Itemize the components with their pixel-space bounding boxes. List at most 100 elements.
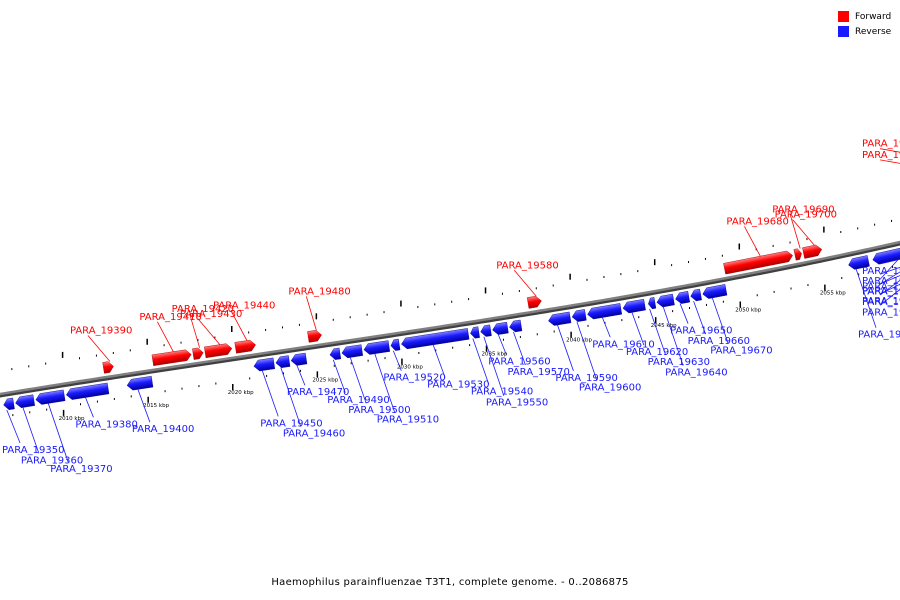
gene-para-19660 (690, 288, 702, 302)
gene-para-19500 (341, 344, 363, 359)
leader-line (85, 397, 94, 418)
backbone-line (0, 240, 900, 396)
gene-label: PARA_19410 (139, 312, 201, 323)
gene-para-19420 (192, 347, 204, 360)
gene-label: PARA_19580 (496, 260, 558, 271)
gene-arrow (290, 352, 308, 366)
gene-arrow (35, 389, 66, 405)
gene-arrow (470, 326, 480, 339)
gene-label: PARA_19650 (670, 326, 732, 337)
gene-para-19540 (470, 326, 480, 339)
gene-label: PARA_19640 (665, 368, 727, 379)
gene-arrow (3, 397, 15, 410)
gene-para-19480 (307, 330, 322, 343)
gene-para-19560 (492, 321, 509, 335)
gene-arrow (15, 394, 35, 408)
leader-line (305, 296, 317, 331)
gene-para-19450 (253, 357, 276, 372)
gene-label: PARA_19370 (50, 464, 112, 475)
gene-para-19620 (622, 298, 646, 314)
gene-label: PARA_19660 (688, 336, 750, 347)
gene-label: PARA_19570 (507, 367, 569, 378)
leader-line (472, 338, 490, 385)
gene-label: PARA_19590 (555, 373, 617, 384)
gene-arrow (401, 328, 470, 350)
leader-line (693, 300, 706, 335)
leader-line (879, 159, 900, 164)
leader-line (879, 258, 900, 265)
gene-label: PARA_19430 (180, 309, 242, 320)
tick-label: 2020 kbp (228, 390, 254, 396)
gene-para-19680 (723, 250, 793, 275)
leader-line (280, 367, 302, 427)
gene-para-19400 (126, 375, 154, 391)
gene-label: PARA_19400 (132, 424, 194, 435)
gene-para-19370 (35, 389, 66, 405)
tick-label: 2045 kbp (651, 323, 677, 329)
gene-para-19410 (151, 349, 192, 366)
gene-arrow (151, 349, 192, 366)
gene-para-19440 (234, 339, 256, 354)
gene-label: PARA_19690 (772, 204, 834, 215)
tick-label: 2055 kbp (820, 291, 846, 297)
leader-line (879, 271, 900, 285)
leader-line (679, 303, 689, 324)
gene-label: PARA_19780 (862, 286, 900, 297)
map-caption: Haemophilus parainfluenzae T3T1, complet… (271, 577, 629, 588)
gene-label: PARA_19810 (862, 139, 900, 150)
tick-label: 2050 kbp (735, 308, 761, 314)
legend: Forward Reverse (838, 9, 891, 39)
gene-arrow (848, 255, 870, 270)
backbone-shadow (0, 241, 900, 398)
gene-label: PARA_19680 (726, 216, 788, 227)
gene-arrow (204, 343, 233, 359)
gene-arrow (192, 347, 204, 360)
gene-arrow (587, 303, 623, 320)
gene-label: PARA_19670 (710, 346, 772, 357)
tick-label: 2010 kbp (59, 416, 85, 422)
gene-arrow (363, 340, 391, 355)
gene-para-19630 (648, 297, 657, 310)
gene-arrow (234, 339, 256, 354)
gene-arrow (509, 319, 523, 333)
leader-line (513, 270, 537, 297)
leader-line (189, 313, 201, 348)
gene-label: PARA_19420 (172, 304, 234, 315)
leader-line (137, 389, 151, 423)
gene-arrow (872, 241, 900, 265)
gene-label: PARA_19540 (471, 386, 533, 397)
gene-arrow (802, 244, 823, 259)
leader-line (197, 318, 221, 346)
gene-para-19360 (15, 394, 35, 408)
leader-line (483, 336, 505, 396)
tick-label: 2015 kbp (143, 403, 169, 409)
leader-line (711, 297, 729, 344)
legend-swatch-reverse (838, 26, 849, 37)
tick-label: 2025 kbp (312, 377, 338, 383)
gene-para-19390 (102, 361, 114, 374)
leader-line (879, 275, 900, 285)
gene-arrow (341, 344, 363, 359)
gene-para-19430 (204, 343, 233, 359)
leader-line (87, 335, 111, 362)
gene-para-19510 (363, 340, 391, 355)
gene-para-19600 (571, 309, 587, 322)
gene-label: PARA_19790 (862, 296, 900, 307)
leader-line (374, 353, 396, 413)
gene-label: PARA_19470 (287, 387, 349, 398)
gene-para-19570 (509, 319, 523, 333)
leader-line (296, 365, 306, 386)
gene-label: PARA_19500 (348, 405, 410, 416)
gene-label: PARA_19450 (260, 418, 322, 429)
scale-ticks: 2010 kbp 2015 kbp 2020 kbp 2025 kbp 2030 kbp… (11, 219, 894, 422)
gene-label: PARA_19730 (862, 286, 900, 297)
gene-para-19350 (3, 397, 15, 410)
gene-arrow (329, 347, 342, 360)
gene-para-19590 (548, 311, 572, 326)
gene-para-19470 (290, 352, 308, 366)
gene-arrow (571, 309, 587, 322)
leader-line (879, 266, 900, 275)
leader-line (855, 268, 877, 328)
legend-item-forward: Forward (838, 9, 891, 24)
gene-arrow (675, 291, 691, 304)
